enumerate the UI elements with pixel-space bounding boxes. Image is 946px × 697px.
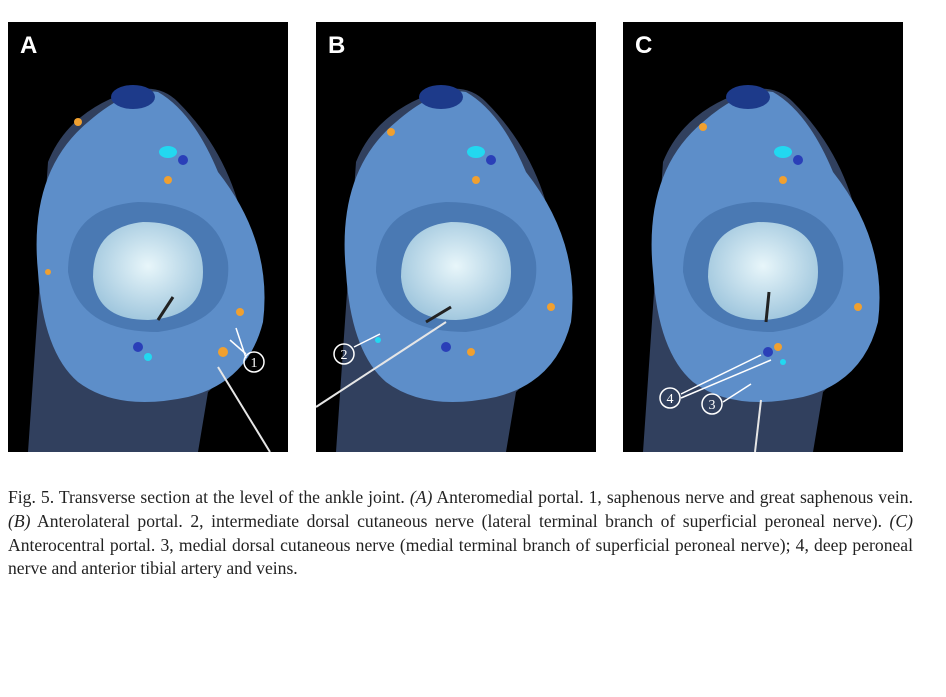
figure-panel-c: 4 3 C xyxy=(623,22,903,452)
caption-panel-c-text: Anterocentral portal. 3, medial dorsal c… xyxy=(8,534,913,579)
caption-panel-a-text: Anteromedial portal. 1, saphenous nerve … xyxy=(432,487,913,507)
panel-label-b: B xyxy=(328,32,346,59)
caption-fig-label: Fig. 5. xyxy=(8,487,55,507)
callout-number-2: 2 xyxy=(341,348,348,363)
figure-panel-b: 2 B xyxy=(316,22,596,452)
caption-panel-c-mark: (C) xyxy=(889,510,913,531)
ankle-section-image-c: 4 3 xyxy=(643,85,880,452)
caption-panel-b-mark: (B) xyxy=(8,510,31,531)
ankle-section-image-a: 1 xyxy=(28,85,271,452)
callout-marker-4 xyxy=(659,387,681,409)
caption-panel-a-mark: (A) xyxy=(409,487,433,507)
callout-marker-3 xyxy=(701,393,723,415)
callout-marker-2 xyxy=(333,343,355,365)
figure-caption: Fig. 5. Transverse section at the level … xyxy=(8,486,913,581)
caption-intro: Transverse section at the level of the a… xyxy=(54,487,410,507)
callout-marker-1 xyxy=(243,351,265,373)
callout-number-4: 4 xyxy=(667,392,674,407)
caption-panel-b-text: Anterolateral portal. 2, intermediate do… xyxy=(30,510,890,531)
callout-number-1: 1 xyxy=(251,356,258,371)
panel-label-a: A xyxy=(20,32,38,59)
figure-panel-a: 1 A xyxy=(8,22,288,452)
panel-label-c: C xyxy=(635,32,653,59)
ankle-section-image-b: 2 xyxy=(316,85,573,452)
callout-number-3: 3 xyxy=(709,398,716,413)
